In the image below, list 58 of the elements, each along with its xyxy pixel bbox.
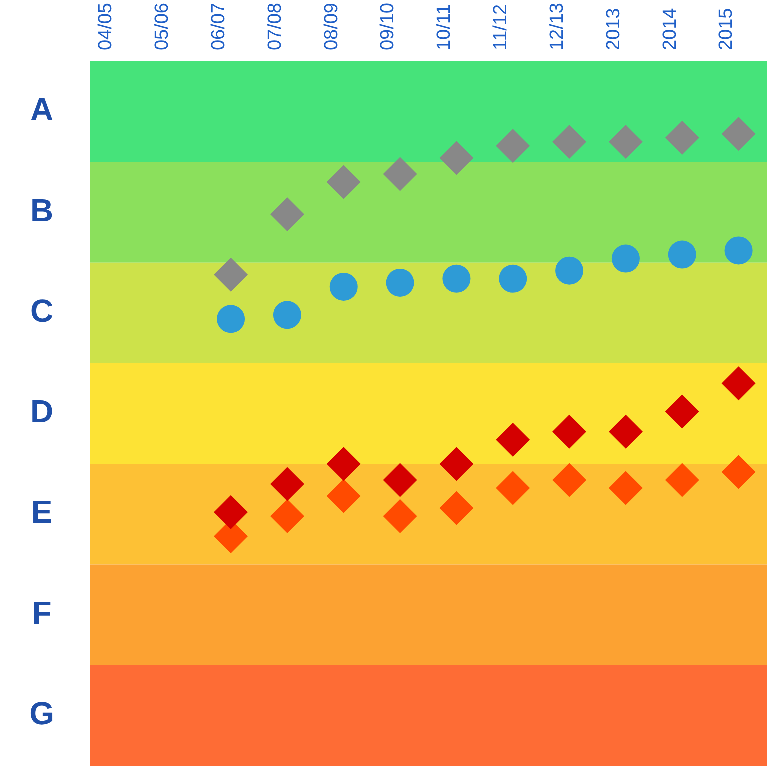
point bbox=[665, 394, 700, 429]
point bbox=[608, 471, 643, 506]
point bbox=[270, 499, 304, 534]
point bbox=[326, 447, 361, 482]
x-tick-label: 10/11 bbox=[434, 4, 456, 51]
point bbox=[440, 491, 474, 526]
point bbox=[608, 414, 643, 449]
point bbox=[552, 463, 587, 498]
point bbox=[214, 495, 248, 530]
x-tick-label: 2014 bbox=[660, 8, 681, 51]
point bbox=[668, 240, 696, 269]
point bbox=[665, 121, 700, 156]
point bbox=[496, 471, 530, 506]
band-label: D bbox=[30, 394, 54, 430]
point bbox=[217, 305, 246, 334]
point bbox=[270, 198, 304, 232]
x-tick-label: 05/06 bbox=[152, 3, 174, 51]
x-tick-label: 2013 bbox=[603, 8, 624, 51]
point bbox=[383, 499, 418, 534]
point bbox=[665, 463, 700, 498]
point bbox=[722, 366, 756, 401]
point bbox=[722, 117, 756, 152]
point bbox=[440, 141, 474, 176]
point bbox=[496, 129, 530, 164]
point bbox=[608, 125, 643, 160]
point bbox=[383, 463, 418, 498]
point bbox=[214, 258, 248, 292]
x-tick-label: 11/12 bbox=[490, 4, 512, 51]
x-tick-label: 07/08 bbox=[264, 3, 286, 51]
x-tick-label: 08/09 bbox=[321, 3, 342, 51]
point bbox=[330, 272, 358, 301]
band-label: A bbox=[30, 92, 54, 128]
point bbox=[496, 422, 530, 457]
point bbox=[499, 264, 528, 293]
point bbox=[552, 125, 587, 160]
x-tick-label: 12/13 bbox=[546, 3, 568, 51]
point bbox=[440, 447, 474, 482]
point bbox=[722, 455, 756, 490]
band-label: B bbox=[30, 192, 54, 228]
point bbox=[442, 264, 471, 293]
point bbox=[273, 301, 302, 330]
point bbox=[724, 236, 753, 265]
band-label: E bbox=[31, 494, 53, 530]
point bbox=[270, 467, 304, 502]
x-tick-label: 09/10 bbox=[378, 3, 399, 51]
point bbox=[383, 157, 418, 192]
band-label: C bbox=[30, 292, 54, 329]
point bbox=[386, 268, 414, 297]
point bbox=[612, 244, 640, 273]
point bbox=[326, 165, 361, 200]
x-tick-label: 2015 bbox=[716, 8, 738, 51]
point bbox=[556, 256, 584, 285]
x-tick-label: 04/05 bbox=[96, 3, 117, 51]
x-tick-label: 06/07 bbox=[208, 3, 230, 51]
band-label: F bbox=[32, 594, 52, 631]
point bbox=[326, 479, 361, 514]
point bbox=[552, 414, 587, 449]
band-label: G bbox=[30, 696, 54, 732]
